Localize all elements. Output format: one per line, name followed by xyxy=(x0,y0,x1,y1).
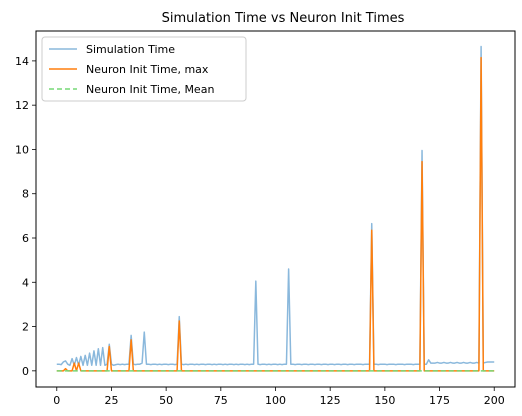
x-tick-label: 50 xyxy=(159,394,173,407)
y-tick-label: 4 xyxy=(22,276,29,289)
x-tick-label: 100 xyxy=(265,394,286,407)
y-tick-label: 0 xyxy=(22,365,29,378)
y-tick-label: 2 xyxy=(22,321,29,334)
x-tick-label: 150 xyxy=(374,394,395,407)
legend-box xyxy=(41,36,247,102)
legend: Simulation Time Neuron Init Time, max Neur… xyxy=(41,36,247,102)
x-tick-label: 175 xyxy=(429,394,450,407)
y-tick-label: 14 xyxy=(15,55,29,68)
legend-label: Neuron Init Time, Mean xyxy=(86,83,214,96)
plot-area xyxy=(56,45,495,372)
y-tick-label: 6 xyxy=(22,232,29,245)
x-tick-label: 200 xyxy=(484,394,505,407)
chart-title: Simulation Time vs Neuron Init Times xyxy=(162,11,405,26)
y-tick-label: 10 xyxy=(15,143,29,156)
x-tick-label: 125 xyxy=(320,394,341,407)
legend-label: Simulation Time xyxy=(86,43,175,56)
x-tick-label: 75 xyxy=(214,394,228,407)
series-line-1 xyxy=(56,56,495,372)
legend-label: Neuron Init Time, max xyxy=(86,63,209,76)
y-tick-label: 12 xyxy=(15,99,29,112)
y-axis: 0 2 4 6 8 10 12 14 xyxy=(15,55,36,378)
x-tick-label: 25 xyxy=(104,394,118,407)
x-tick-label: 0 xyxy=(53,394,60,407)
x-axis: 0 25 50 75 100 125 150 175 200 xyxy=(53,387,505,407)
y-tick-label: 8 xyxy=(22,188,29,201)
